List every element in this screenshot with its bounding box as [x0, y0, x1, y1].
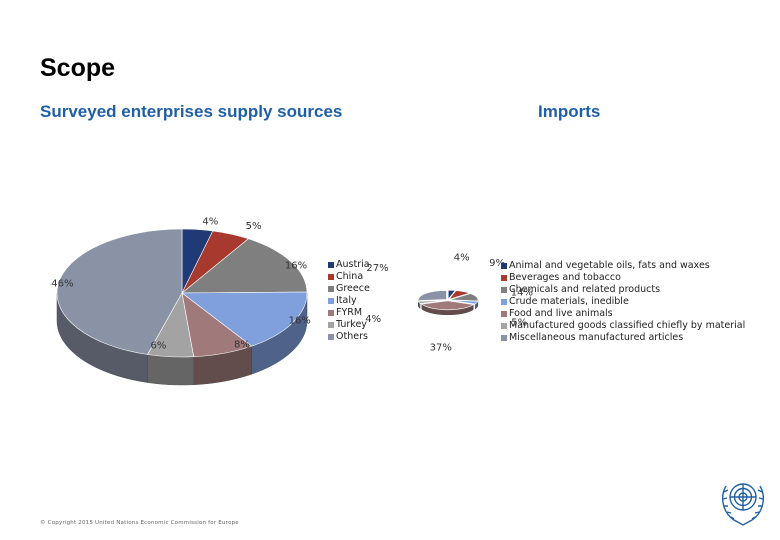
left-chart-legend-item-5: FYRM — [328, 307, 370, 319]
right-chart-legend-item-6: Manufactured goods classified chiefly by… — [501, 320, 745, 332]
right-chart-legend-label-5: Food and live animals — [509, 308, 613, 319]
left-chart-legend-item-2: China — [328, 271, 370, 283]
right-chart-legend-swatch-2 — [501, 275, 507, 281]
left-chart-legend-swatch-6 — [328, 322, 334, 328]
right-chart-pct-label-6: 4% — [365, 314, 381, 325]
right-chart-slice-1: Animal and vegetable oils, fats and waxe… — [447, 289, 456, 301]
right-chart-legend-label-3: Chemicals and related products — [509, 284, 661, 295]
left-chart-legend-item-1: Austria — [328, 259, 370, 271]
right-chart-pie: Animal and vegetable oils, fats and waxe… — [365, 252, 533, 353]
left-chart-legend-label-7: Others — [336, 331, 368, 342]
right-chart-pct-label-3: 14% — [511, 287, 533, 298]
left-chart-pct-label-1: 4% — [202, 216, 218, 227]
left-chart-slice-3: Greece — [181, 238, 308, 294]
left-chart-legend-item-6: Turkey — [328, 319, 370, 331]
left-chart-legend-label-5: FYRM — [336, 307, 363, 318]
right-chart-legend-label-7: Miscellaneous manufactured articles — [509, 332, 684, 343]
right-chart-legend-swatch-3 — [501, 287, 507, 293]
right-chart-pct-label-1: 4% — [454, 252, 470, 263]
right-chart-pct-label-5: 37% — [430, 342, 452, 353]
right-chart-legend: Animal and vegetable oils, fats and waxe… — [501, 260, 745, 344]
left-chart-legend-label-1: Austria — [336, 259, 370, 270]
left-chart-legend-swatch-2 — [328, 274, 334, 280]
left-chart-legend-label-2: China — [336, 271, 364, 282]
left-chart-legend-label-4: Italy — [336, 295, 357, 306]
left-chart-pct-label-5: 8% — [234, 339, 250, 350]
left-chart-pct-label-3: 16% — [285, 261, 307, 272]
left-chart-legend-item-7: Others — [328, 331, 370, 343]
left-chart-legend-swatch-4 — [328, 298, 334, 304]
left-chart-title: Surveyed enterprises supply sources — [40, 102, 343, 121]
right-chart-legend-label-4: Crude materials, inedible — [509, 296, 629, 307]
left-chart-slice-7: Others — [56, 228, 183, 355]
right-chart-legend-label-1: Animal and vegetable oils, fats and waxe… — [509, 260, 710, 271]
right-chart-slice-4: Crude materials, inedible — [449, 299, 479, 305]
right-chart-title: Imports — [538, 102, 601, 121]
left-chart-legend-label-3: Greece — [336, 283, 370, 294]
left-chart-pct-label-2: 5% — [246, 221, 262, 232]
left-chart-legend-swatch-5 — [328, 310, 334, 316]
right-chart-pct-label-2: 9% — [489, 258, 505, 269]
right-chart-legend-label-2: Beverages and tobacco — [509, 272, 621, 283]
right-chart-legend-item-2: Beverages and tobacco — [501, 272, 745, 284]
right-chart-legend-swatch-1 — [501, 263, 507, 269]
right-chart-legend-item-1: Animal and vegetable oils, fats and waxe… — [501, 260, 745, 272]
right-chart-pct-label-7: 27% — [366, 263, 388, 274]
right-chart-legend-item-7: Miscellaneous manufactured articles — [501, 332, 745, 344]
left-chart-pct-label-7: 46% — [51, 279, 73, 290]
right-chart-slice-3: Chemicals and related products — [449, 293, 479, 302]
left-chart-slice-4: Italy — [181, 291, 308, 347]
left-chart-legend-item-3: Greece — [328, 283, 370, 295]
copyright-text: © Copyright 2015 United Nations Economic… — [40, 520, 239, 526]
right-chart-slice-6: Manufactured goods classified chiefly by… — [417, 299, 447, 304]
un-emblem-icon — [722, 483, 764, 526]
right-chart-slice-7: Miscellaneous manufactured articles — [418, 290, 447, 301]
right-chart-legend-swatch-5 — [501, 311, 507, 317]
left-chart-pie: AustriaChinaGreeceItalyFYRMTurkeyOthers4… — [51, 216, 311, 386]
left-chart-pct-label-6: 6% — [150, 341, 166, 352]
right-chart-slice-5: Food and live animals — [421, 300, 475, 311]
left-chart-legend-swatch-7 — [328, 334, 334, 340]
left-chart-legend-label-6: Turkey — [336, 319, 367, 330]
right-chart-legend-swatch-7 — [501, 335, 507, 341]
left-chart-legend-swatch-3 — [328, 286, 334, 292]
right-chart-legend-item-4: Crude materials, inedible — [501, 296, 745, 308]
right-chart-legend-item-3: Chemicals and related products — [501, 284, 745, 296]
right-chart-pct-label-4: 5% — [511, 318, 527, 329]
right-chart-legend-item-5: Food and live animals — [501, 308, 745, 320]
right-chart-legend-swatch-6 — [501, 323, 507, 329]
left-chart-legend-swatch-1 — [328, 262, 334, 268]
left-chart-legend-item-4: Italy — [328, 295, 370, 307]
left-chart-legend: Austria China Greece Italy FYRM Turkey Others — [328, 259, 370, 343]
right-chart-legend-label-6: Manufactured goods classified chiefly by… — [509, 320, 746, 331]
slide-title: Scope — [40, 54, 116, 82]
left-chart-slice-side-6 — [147, 354, 194, 386]
right-chart-slice-2: Beverages and tobacco — [448, 290, 471, 300]
left-chart-pct-label-4: 16% — [289, 316, 311, 327]
right-chart-legend-swatch-4 — [501, 299, 507, 305]
